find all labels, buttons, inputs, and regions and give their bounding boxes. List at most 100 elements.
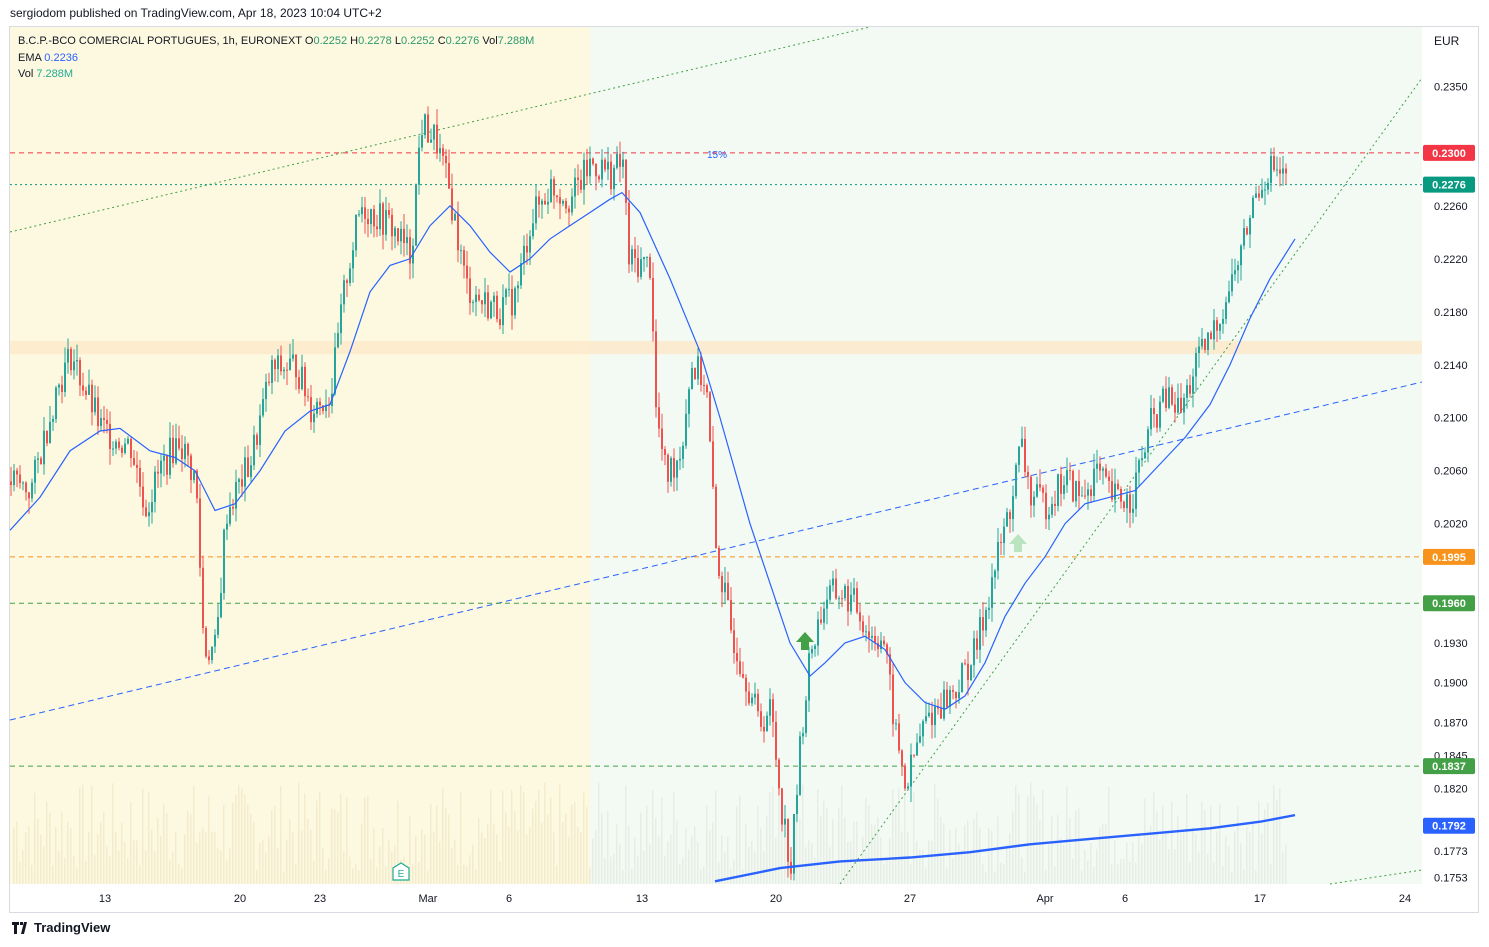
volume-bar (304, 793, 306, 884)
volume-bar (991, 830, 993, 884)
volume-bar (277, 847, 279, 884)
candle-body (355, 214, 357, 251)
volume-bar (853, 821, 855, 884)
candle-body (649, 256, 651, 278)
candle-body (769, 699, 771, 716)
candle-body (226, 523, 228, 530)
volume-bar (589, 867, 591, 884)
volume-bar (430, 803, 432, 884)
volume-bar (592, 838, 594, 884)
candle-body (286, 369, 288, 371)
volume-bar (37, 818, 39, 884)
candle-body (529, 236, 531, 253)
volume-bar (565, 813, 567, 884)
range-bg-yellow (10, 27, 590, 884)
volume-bar (1171, 801, 1173, 884)
candle-body (76, 360, 78, 362)
candle-body (94, 397, 96, 413)
candle-body (922, 721, 924, 737)
y-tick-label: 0.2020 (1434, 519, 1468, 531)
volume-bar (355, 864, 357, 884)
candle-body (235, 481, 237, 509)
price-label-badge (1423, 176, 1475, 193)
volume-bar (553, 832, 555, 884)
candle-body (721, 576, 723, 593)
candle-body (751, 697, 753, 704)
candle-body (1192, 376, 1194, 394)
volume-bar (544, 782, 546, 884)
x-tick-label: 20 (770, 893, 782, 905)
candle-body (265, 381, 267, 400)
volume-bar (421, 828, 423, 884)
volume-bar (286, 839, 288, 884)
volume-bar (247, 804, 249, 884)
volume-bar (166, 813, 168, 884)
candle-body (409, 237, 411, 264)
volume-bar (1042, 789, 1044, 884)
legend-vol2-value: 7.288M (36, 68, 74, 80)
candle-body (814, 645, 816, 649)
candle-body (34, 459, 36, 483)
candle-body (370, 209, 372, 225)
candle-body (772, 699, 774, 722)
volume-bar (112, 783, 114, 884)
legend-open: 0.2252 (313, 35, 348, 47)
candle-body (964, 663, 966, 665)
candle-body (232, 506, 234, 509)
volume-bar (1087, 861, 1089, 884)
candle-body (619, 153, 621, 167)
candle-body (733, 630, 735, 654)
volume-bar (520, 784, 522, 884)
candle-body (538, 196, 540, 205)
candle-body (760, 711, 762, 727)
candle-body (31, 482, 33, 499)
candle-body (634, 249, 636, 258)
volume-bar (709, 830, 711, 884)
candle-body (1264, 189, 1266, 191)
candle-body (919, 736, 921, 743)
volume-bar (343, 851, 345, 884)
candle-body (1120, 488, 1122, 502)
volume-bar (571, 804, 573, 884)
volume-bar (376, 867, 378, 884)
volume-bar (1231, 871, 1233, 884)
volume-bar (889, 838, 891, 884)
candle-body (1237, 265, 1239, 271)
volume-bar (859, 860, 861, 884)
volume-bar (361, 823, 363, 884)
candle-body (1135, 472, 1137, 509)
candle-body (1240, 245, 1242, 266)
tradingview-logo[interactable]: TradingView (12, 920, 110, 935)
candle-body (487, 292, 489, 319)
candle-body (508, 288, 510, 290)
volume-bar (388, 839, 390, 884)
candle-body (13, 470, 15, 486)
volume-bar (265, 852, 267, 884)
trend-channel-upper (9, 26, 871, 233)
candle-body (1018, 446, 1020, 465)
volume-bar (256, 869, 258, 884)
volume-bar (988, 828, 990, 884)
candle-body (118, 441, 120, 448)
candle-body (319, 401, 321, 406)
candle-body (1219, 323, 1221, 331)
volume-bar (1213, 862, 1215, 884)
candle-body (1177, 397, 1179, 413)
volume-bar (925, 867, 927, 884)
volume-bar (1108, 787, 1110, 884)
volume-bar (1243, 869, 1245, 884)
volume-bar (1090, 842, 1092, 884)
volume-bar (1279, 788, 1281, 884)
volume-bar (97, 834, 99, 884)
candle-body (337, 333, 339, 348)
volume-bar (784, 834, 786, 884)
volume-bar (214, 832, 216, 884)
volume-bar (736, 806, 738, 884)
volume-bar (661, 797, 663, 884)
volume-bar (94, 854, 96, 884)
chart-frame[interactable] (9, 26, 1479, 913)
earnings-marker (392, 862, 410, 881)
candle-body (109, 423, 111, 450)
candle-body (1036, 484, 1038, 497)
